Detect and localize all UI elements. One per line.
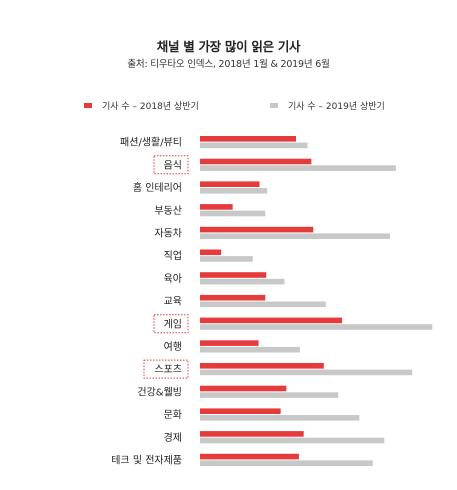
bar-2019 — [200, 165, 396, 171]
bar-2019 — [200, 437, 385, 444]
category-label: 게임 — [164, 317, 182, 330]
bar-2019 — [200, 301, 326, 308]
chart-title: 채널 별 가장 많이 읽은 기사 — [156, 39, 301, 54]
category-highlight-box — [153, 155, 189, 175]
bar-2018 — [200, 431, 304, 437]
bar-2018 — [200, 136, 296, 142]
category-label: 부동산 — [154, 205, 182, 217]
bar-2019 — [200, 324, 433, 330]
legend-label-2019: 기사 수 – 2019년 상반기 — [288, 102, 385, 112]
category-label: 여행 — [164, 341, 182, 353]
bar-2019 — [200, 415, 360, 421]
legend-label-2018: 기사 수 – 2018년 상반기 — [102, 102, 199, 112]
category-label: 자동차 — [154, 228, 182, 240]
bar-2018 — [200, 408, 281, 414]
category-label: 교육 — [164, 296, 182, 308]
legend-swatch-2019 — [270, 103, 278, 108]
bar-2019 — [200, 369, 413, 376]
legend-swatch-2018 — [84, 103, 92, 108]
category-label: 음식 — [164, 159, 182, 171]
category-label: 스포츠 — [154, 364, 182, 376]
bar-2019 — [200, 256, 253, 262]
category-label: 건강&웰빙 — [137, 386, 182, 398]
bar-2018 — [200, 453, 299, 460]
bar-2018 — [200, 317, 343, 324]
legend-item-2019: 기사 수 – 2019년 상반기 — [270, 99, 385, 112]
chart-subtitle: 출처: 티우타오 인덱스, 2018년 1월 & 2019년 6월 — [127, 59, 330, 70]
bar-2019 — [200, 188, 268, 194]
bar-2019 — [200, 142, 308, 149]
bar-2018 — [200, 272, 267, 278]
category-label: 홈 인테리어 — [133, 181, 182, 194]
bar-2018 — [200, 294, 266, 301]
bar-2019 — [200, 233, 391, 239]
bar-2018 — [200, 181, 260, 187]
bar-2019 — [200, 278, 285, 285]
category-label: 문화 — [164, 409, 182, 421]
legend-item-2018: 기사 수 – 2018년 상반기 — [84, 99, 199, 112]
bar-2018 — [200, 204, 233, 210]
bar-2018 — [200, 158, 312, 165]
bar-2019 — [200, 460, 373, 466]
category-label: 직업 — [164, 249, 182, 262]
category-highlight-box — [143, 359, 189, 379]
bar-2019 — [200, 392, 339, 398]
bar-2018 — [200, 226, 314, 233]
bar-2018 — [200, 249, 222, 256]
category-label: 경제 — [164, 431, 182, 444]
bar-2019 — [200, 210, 266, 217]
category-label: 테크 및 전자제품 — [111, 455, 182, 467]
bar-2019 — [200, 346, 300, 353]
category-label: 패션/생활/뷰티 — [120, 136, 182, 149]
category-label: 육아 — [164, 273, 182, 285]
bar-2018 — [200, 340, 259, 346]
category-highlight-box — [153, 314, 189, 334]
bar-2018 — [200, 385, 287, 392]
bar-2018 — [200, 363, 324, 369]
